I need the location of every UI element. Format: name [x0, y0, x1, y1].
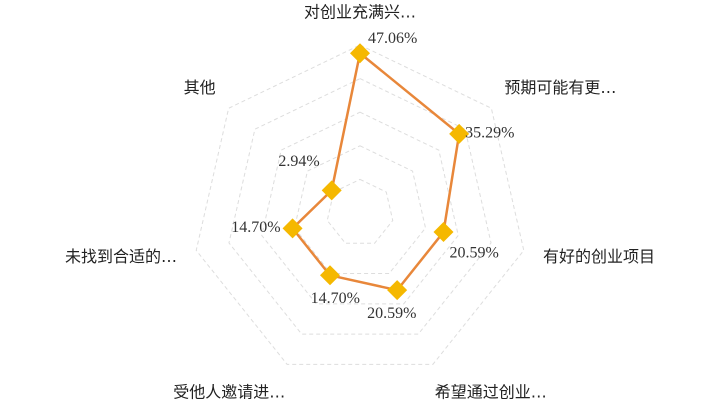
- value-label: 20.59%: [450, 245, 499, 262]
- grid-ring: [293, 145, 427, 275]
- category-label: 其他: [184, 78, 216, 97]
- data-point: [319, 265, 340, 286]
- grid-ring: [261, 111, 459, 305]
- data-point: [433, 222, 454, 243]
- data-point: [321, 180, 342, 201]
- value-label: 47.06%: [368, 30, 417, 47]
- data-point: [387, 280, 408, 301]
- category-label: 对创业充满兴…: [304, 3, 416, 22]
- value-label: 35.29%: [465, 125, 514, 142]
- data-point: [449, 123, 470, 144]
- grid-ring: [228, 78, 492, 335]
- data-point: [350, 43, 370, 64]
- category-label: 希望通过创业…: [435, 383, 547, 402]
- value-label: 14.70%: [231, 219, 280, 236]
- category-label: 受他人邀请进…: [173, 383, 285, 402]
- value-label: 14.70%: [311, 290, 360, 307]
- data-point: [282, 218, 303, 239]
- value-label: 20.59%: [367, 305, 416, 322]
- category-label: 有好的创业项目: [543, 247, 655, 266]
- data-line: [290, 50, 461, 292]
- grid-ring: [195, 44, 525, 365]
- category-label: 预期可能有更…: [504, 78, 616, 97]
- category-label: 未找到合适的…: [65, 247, 177, 266]
- value-label: 2.94%: [278, 153, 319, 170]
